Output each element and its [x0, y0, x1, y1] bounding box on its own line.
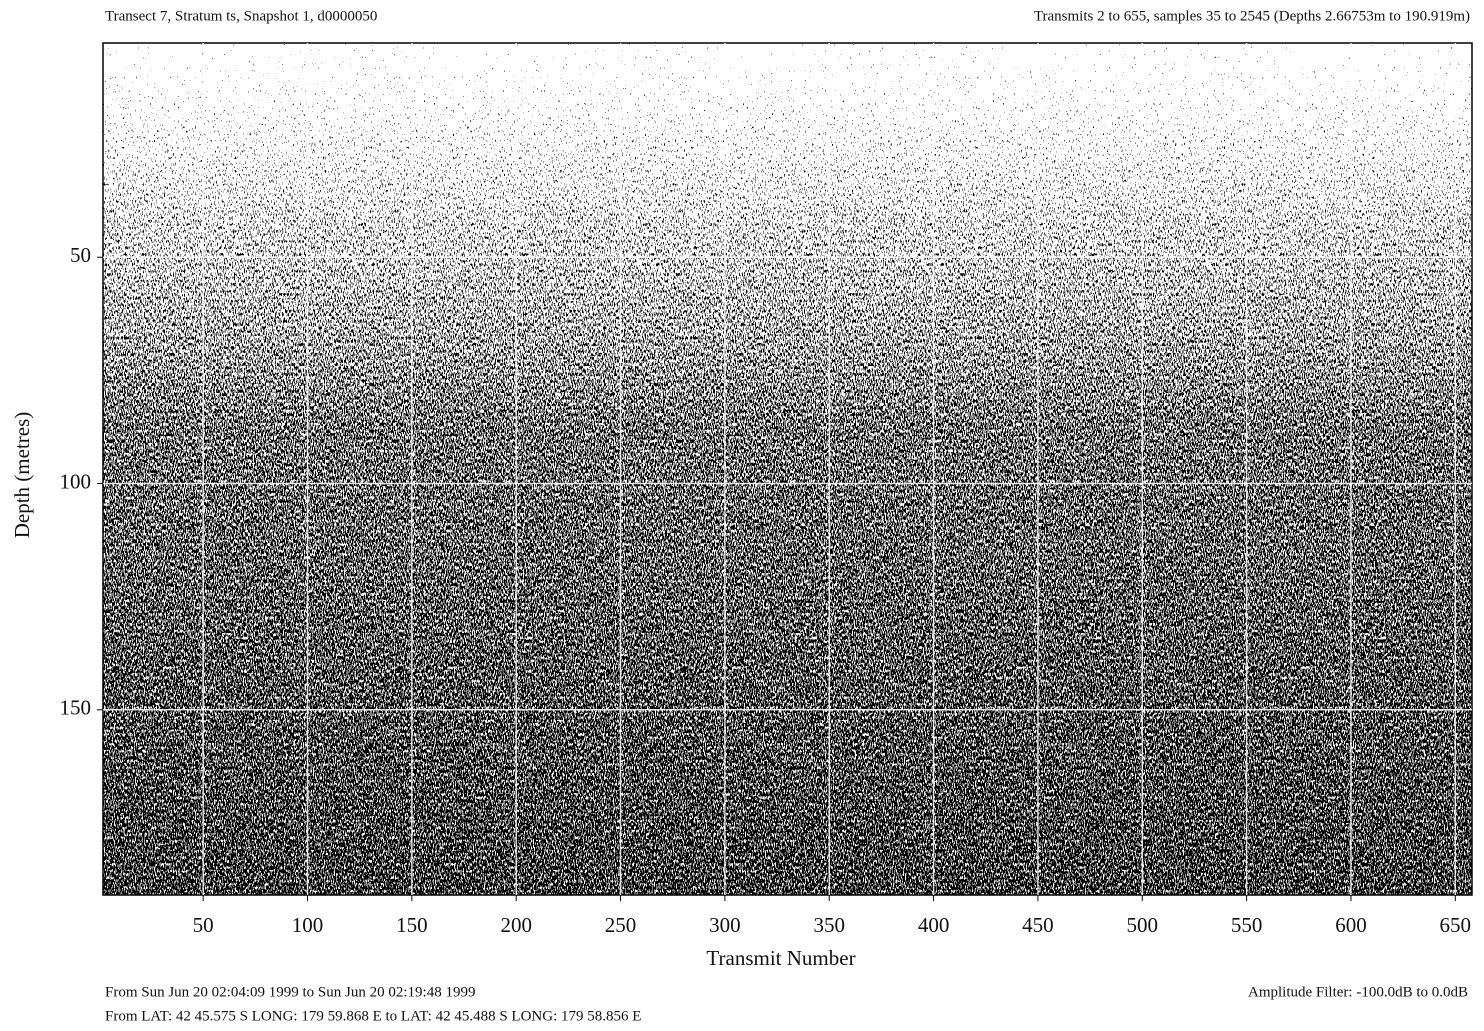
time-range: From Sun Jun 20 02:04:09 1999 to Sun Jun…	[105, 984, 475, 1000]
chart-subtitle: Transmits 2 to 655, samples 35 to 2545 (…	[1034, 8, 1470, 24]
y-tick-label: 150	[60, 696, 92, 720]
echogram	[103, 43, 1472, 895]
x-tick-label: 350	[813, 913, 845, 937]
position-range: From LAT: 42 45.575 S LONG: 179 59.868 E…	[105, 1008, 641, 1024]
x-tick-label: 400	[918, 913, 950, 937]
x-tick-label: 550	[1231, 913, 1263, 937]
x-tick-label: 450	[1022, 913, 1054, 937]
plot-frame	[102, 42, 1473, 896]
x-tick-label: 100	[292, 913, 324, 937]
x-tick-label: 50	[193, 913, 214, 937]
y-axis-label: Depth (metres)	[10, 412, 34, 539]
x-tick-label: 500	[1127, 913, 1159, 937]
x-tick-label: 250	[605, 913, 637, 937]
chart-title: Transect 7, Stratum ts, Snapshot 1, d000…	[105, 8, 377, 24]
x-axis-label: Transmit Number	[706, 946, 855, 970]
y-tick-label: 100	[60, 469, 92, 493]
y-tick-label: 50	[70, 243, 91, 267]
x-tick-label: 600	[1335, 913, 1367, 937]
x-tick-label: 650	[1440, 913, 1472, 937]
x-tick-label: 200	[500, 913, 532, 937]
x-tick-label: 150	[396, 913, 428, 937]
amplitude-filter: Amplitude Filter: -100.0dB to 0.0dB	[1248, 984, 1468, 1000]
x-tick-label: 300	[709, 913, 741, 937]
